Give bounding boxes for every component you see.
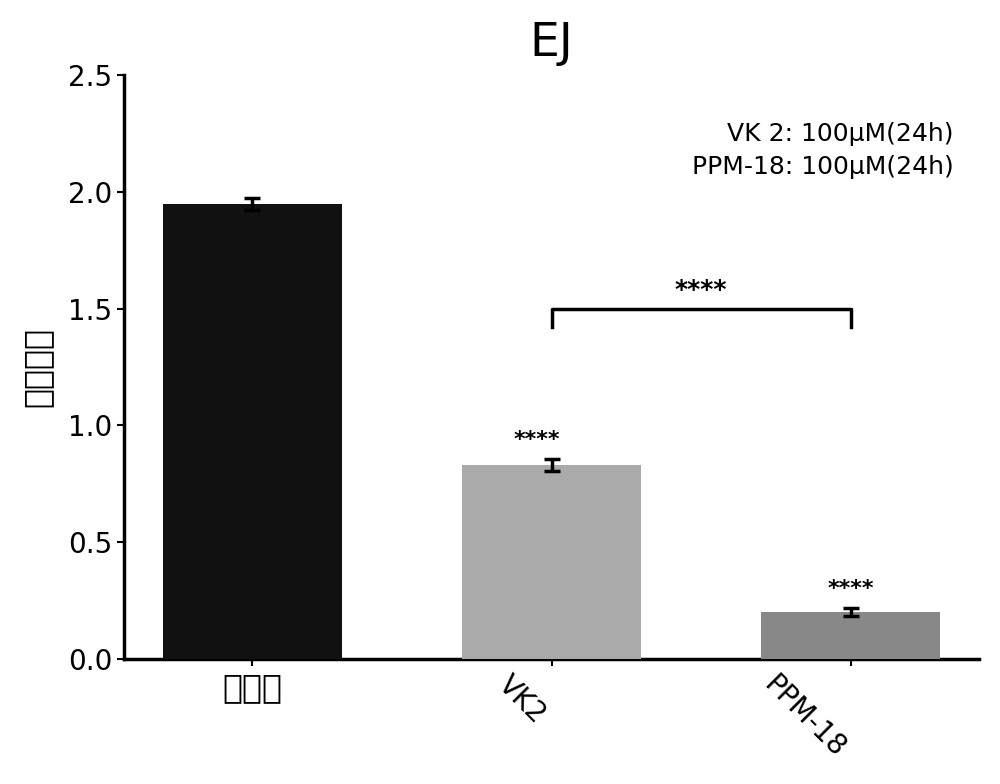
- Text: ****: ****: [827, 579, 874, 599]
- Bar: [761, 612, 940, 659]
- Text: VK 2: 100μM(24h)
PPM-18: 100μM(24h): VK 2: 100μM(24h) PPM-18: 100μM(24h): [692, 122, 954, 180]
- Title: EJ: EJ: [530, 21, 573, 66]
- Text: ****: ****: [675, 278, 727, 302]
- Bar: [462, 465, 641, 659]
- Bar: [163, 204, 342, 659]
- Text: ****: ****: [513, 430, 560, 450]
- Y-axis label: 细胞活力: 细胞活力: [21, 327, 54, 407]
